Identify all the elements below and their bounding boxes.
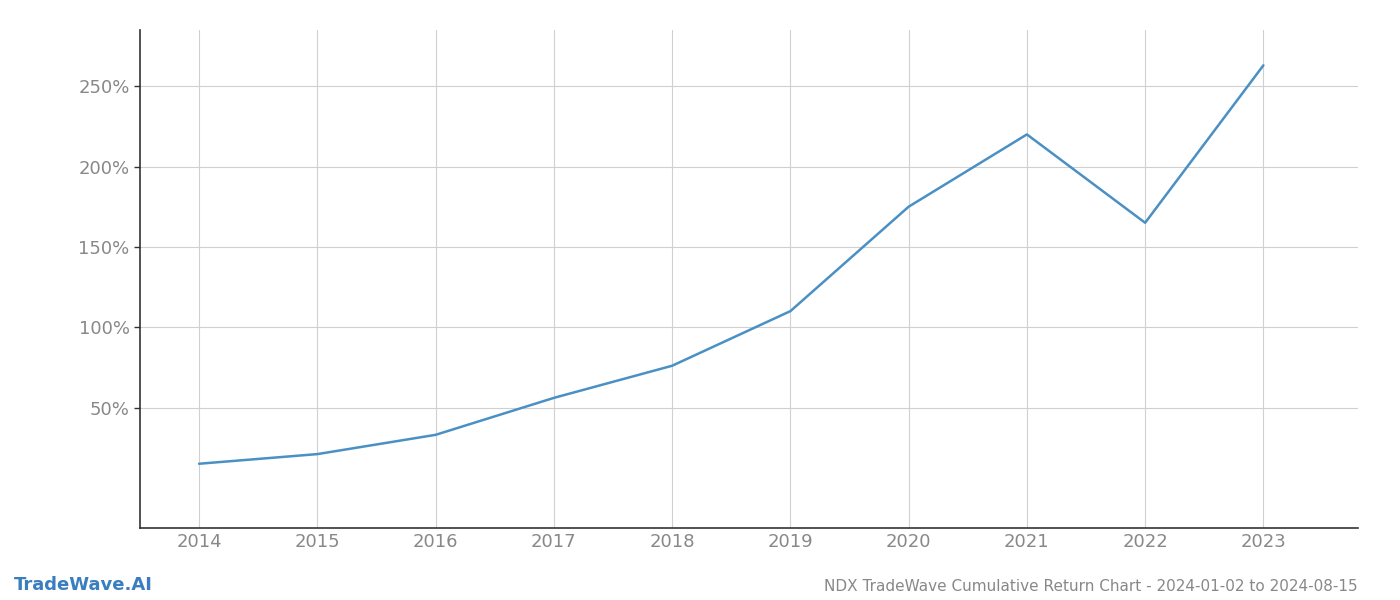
Text: NDX TradeWave Cumulative Return Chart - 2024-01-02 to 2024-08-15: NDX TradeWave Cumulative Return Chart - … xyxy=(825,579,1358,594)
Text: TradeWave.AI: TradeWave.AI xyxy=(14,576,153,594)
